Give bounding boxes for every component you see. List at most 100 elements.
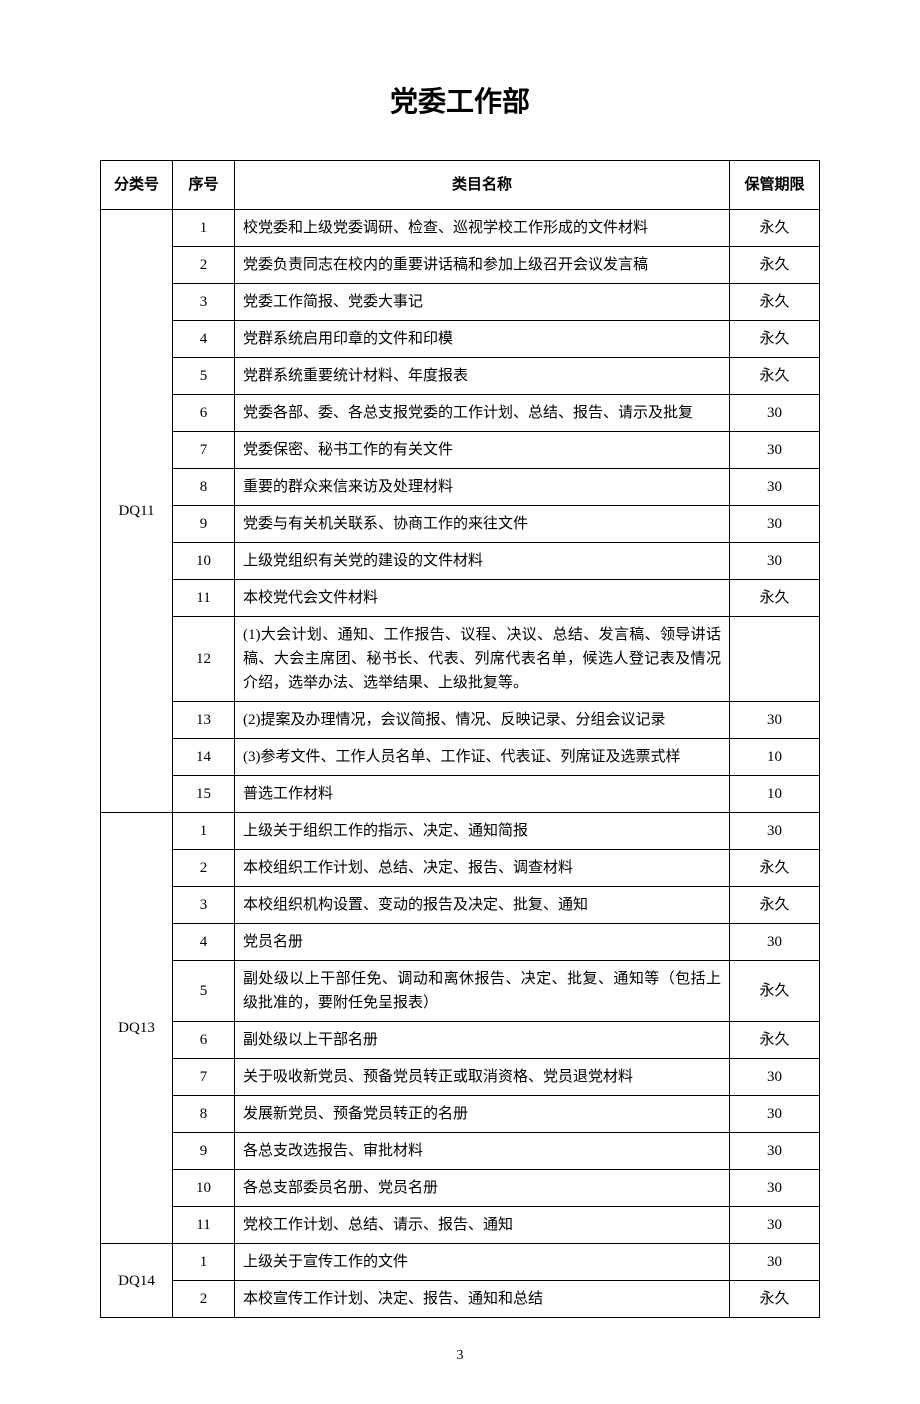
seq-cell: 3 (173, 284, 235, 321)
period-cell: 30 (730, 924, 820, 961)
table-header-row: 分类号 序号 类目名称 保管期限 (101, 161, 820, 210)
page-number: 3 (100, 1348, 820, 1364)
period-cell: 30 (730, 395, 820, 432)
name-cell: 上级关于组织工作的指示、决定、通知简报 (235, 813, 730, 850)
table-row: 8发展新党员、预备党员转正的名册30 (101, 1096, 820, 1133)
table-row: DQ131上级关于组织工作的指示、决定、通知简报30 (101, 813, 820, 850)
category-cell: DQ13 (101, 813, 173, 1244)
period-cell: 30 (730, 1170, 820, 1207)
period-cell: 永久 (730, 961, 820, 1022)
header-period: 保管期限 (730, 161, 820, 210)
name-cell: 党委负责同志在校内的重要讲话稿和参加上级召开会议发言稿 (235, 247, 730, 284)
table-row: 11本校党代会文件材料永久 (101, 580, 820, 617)
category-cell: DQ14 (101, 1244, 173, 1318)
period-cell: 永久 (730, 284, 820, 321)
archive-table: 分类号 序号 类目名称 保管期限 DQ111校党委和上级党委调研、检查、巡视学校… (100, 160, 820, 1318)
seq-cell: 10 (173, 543, 235, 580)
period-cell: 永久 (730, 580, 820, 617)
name-cell: 本校组织机构设置、变动的报告及决定、批复、通知 (235, 887, 730, 924)
table-row: DQ111校党委和上级党委调研、检查、巡视学校工作形成的文件材料永久 (101, 210, 820, 247)
name-cell: 校党委和上级党委调研、检查、巡视学校工作形成的文件材料 (235, 210, 730, 247)
period-cell: 10 (730, 776, 820, 813)
name-cell: 党群系统启用印章的文件和印模 (235, 321, 730, 358)
table-row: DQ141上级关于宣传工作的文件30 (101, 1244, 820, 1281)
seq-cell: 8 (173, 1096, 235, 1133)
period-cell: 30 (730, 543, 820, 580)
period-cell: 30 (730, 1133, 820, 1170)
period-cell: 30 (730, 469, 820, 506)
name-cell: 副处级以上干部名册 (235, 1022, 730, 1059)
period-cell: 30 (730, 432, 820, 469)
seq-cell: 2 (173, 247, 235, 284)
seq-cell: 4 (173, 924, 235, 961)
seq-cell: 11 (173, 1207, 235, 1244)
header-category: 分类号 (101, 161, 173, 210)
name-cell: 本校党代会文件材料 (235, 580, 730, 617)
period-cell (730, 617, 820, 702)
name-cell: 党委工作简报、党委大事记 (235, 284, 730, 321)
seq-cell: 12 (173, 617, 235, 702)
table-row: 7党委保密、秘书工作的有关文件30 (101, 432, 820, 469)
category-cell: DQ11 (101, 210, 173, 813)
period-cell: 永久 (730, 1281, 820, 1318)
table-row: 10上级党组织有关党的建设的文件材料30 (101, 543, 820, 580)
seq-cell: 5 (173, 358, 235, 395)
name-cell: 本校组织工作计划、总结、决定、报告、调查材料 (235, 850, 730, 887)
table-row: 4党员名册30 (101, 924, 820, 961)
period-cell: 10 (730, 739, 820, 776)
seq-cell: 6 (173, 1022, 235, 1059)
name-cell: 上级党组织有关党的建设的文件材料 (235, 543, 730, 580)
period-cell: 30 (730, 1096, 820, 1133)
table-row: 2本校宣传工作计划、决定、报告、通知和总结永久 (101, 1281, 820, 1318)
period-cell: 永久 (730, 358, 820, 395)
name-cell: 党委各部、委、各总支报党委的工作计划、总结、报告、请示及批复 (235, 395, 730, 432)
seq-cell: 9 (173, 506, 235, 543)
name-cell: 党委保密、秘书工作的有关文件 (235, 432, 730, 469)
period-cell: 30 (730, 506, 820, 543)
period-cell: 永久 (730, 1022, 820, 1059)
period-cell: 永久 (730, 887, 820, 924)
seq-cell: 5 (173, 961, 235, 1022)
period-cell: 30 (730, 702, 820, 739)
seq-cell: 2 (173, 850, 235, 887)
table-row: 5副处级以上干部任免、调动和离休报告、决定、批复、通知等（包括上级批准的，要附任… (101, 961, 820, 1022)
period-cell: 30 (730, 1244, 820, 1281)
seq-cell: 7 (173, 1059, 235, 1096)
name-cell: (1)大会计划、通知、工作报告、议程、决议、总结、发言稿、领导讲话稿、大会主席团… (235, 617, 730, 702)
seq-cell: 7 (173, 432, 235, 469)
name-cell: 普选工作材料 (235, 776, 730, 813)
table-row: 10各总支部委员名册、党员名册30 (101, 1170, 820, 1207)
name-cell: 副处级以上干部任免、调动和离休报告、决定、批复、通知等（包括上级批准的，要附任免… (235, 961, 730, 1022)
seq-cell: 10 (173, 1170, 235, 1207)
table-row: 13(2)提案及办理情况，会议简报、情况、反映记录、分组会议记录30 (101, 702, 820, 739)
table-row: 11党校工作计划、总结、请示、报告、通知30 (101, 1207, 820, 1244)
seq-cell: 1 (173, 1244, 235, 1281)
table-row: 2本校组织工作计划、总结、决定、报告、调查材料永久 (101, 850, 820, 887)
table-row: 9党委与有关机关联系、协商工作的来往文件30 (101, 506, 820, 543)
seq-cell: 2 (173, 1281, 235, 1318)
seq-cell: 9 (173, 1133, 235, 1170)
table-row: 4党群系统启用印章的文件和印模永久 (101, 321, 820, 358)
period-cell: 永久 (730, 210, 820, 247)
seq-cell: 1 (173, 813, 235, 850)
table-row: 3党委工作简报、党委大事记永久 (101, 284, 820, 321)
table-row: 6副处级以上干部名册永久 (101, 1022, 820, 1059)
name-cell: 本校宣传工作计划、决定、报告、通知和总结 (235, 1281, 730, 1318)
seq-cell: 14 (173, 739, 235, 776)
table-row: 5党群系统重要统计材料、年度报表永久 (101, 358, 820, 395)
period-cell: 永久 (730, 247, 820, 284)
document-title: 党委工作部 (100, 80, 820, 120)
table-row: 7关于吸收新党员、预备党员转正或取消资格、党员退党材料30 (101, 1059, 820, 1096)
table-row: 14(3)参考文件、工作人员名单、工作证、代表证、列席证及选票式样10 (101, 739, 820, 776)
name-cell: 关于吸收新党员、预备党员转正或取消资格、党员退党材料 (235, 1059, 730, 1096)
name-cell: 各总支部委员名册、党员名册 (235, 1170, 730, 1207)
name-cell: 重要的群众来信来访及处理材料 (235, 469, 730, 506)
name-cell: 党委与有关机关联系、协商工作的来往文件 (235, 506, 730, 543)
seq-cell: 1 (173, 210, 235, 247)
table-row: 12(1)大会计划、通知、工作报告、议程、决议、总结、发言稿、领导讲话稿、大会主… (101, 617, 820, 702)
name-cell: (2)提案及办理情况，会议简报、情况、反映记录、分组会议记录 (235, 702, 730, 739)
period-cell: 30 (730, 1059, 820, 1096)
header-seq: 序号 (173, 161, 235, 210)
table-row: 2党委负责同志在校内的重要讲话稿和参加上级召开会议发言稿永久 (101, 247, 820, 284)
name-cell: 上级关于宣传工作的文件 (235, 1244, 730, 1281)
